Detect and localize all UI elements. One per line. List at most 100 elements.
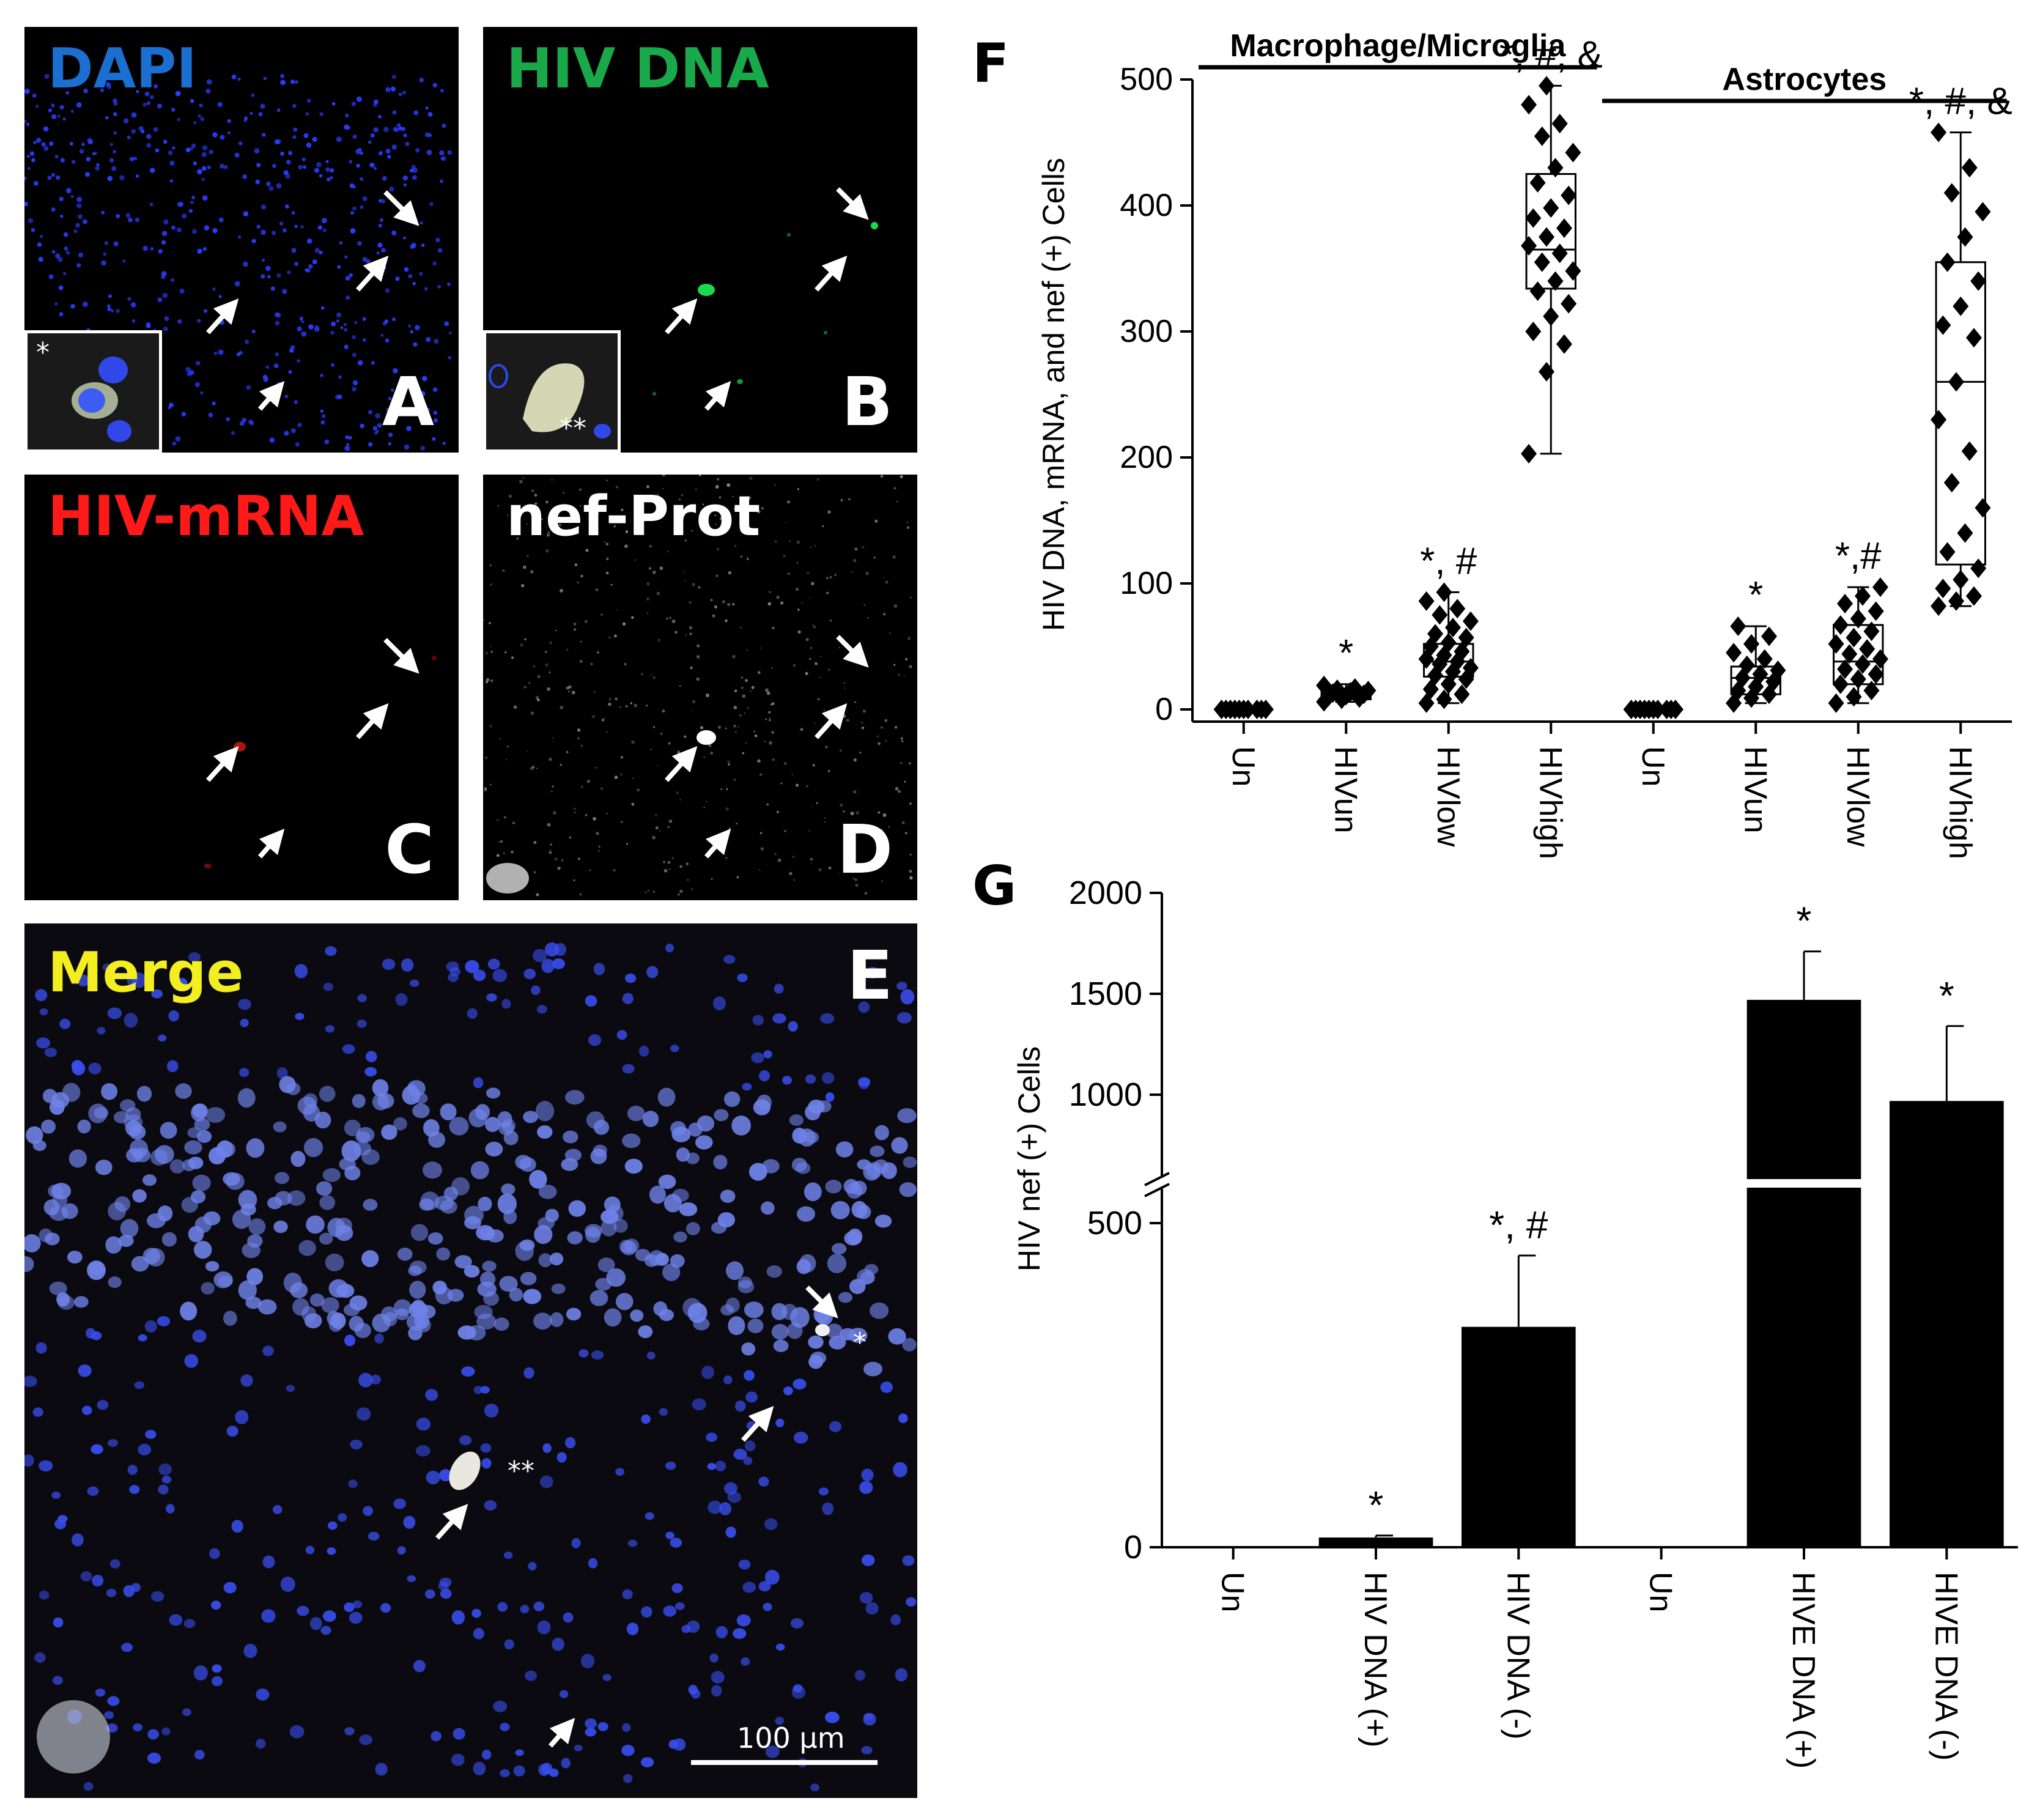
nucleus-dot	[133, 157, 138, 161]
nucleus-dot	[486, 993, 497, 1002]
nef-speck	[567, 690, 571, 693]
nef-speck	[668, 819, 673, 823]
nef-speck	[484, 787, 487, 790]
nucleus-dot	[70, 109, 74, 113]
bar	[1746, 999, 1861, 1547]
nucleus-dot	[504, 1639, 514, 1649]
nef-speck	[760, 847, 764, 851]
nucleus-dot	[412, 175, 417, 180]
nucleus-dot	[349, 1611, 363, 1624]
data-point	[1529, 172, 1546, 193]
nef-speck	[776, 595, 780, 599]
nucleus-dot	[123, 1585, 135, 1597]
nef-speck	[874, 519, 878, 523]
nucleus-dot	[77, 1119, 91, 1134]
nucleus-dot	[706, 1432, 717, 1442]
data-point	[1931, 410, 1947, 430]
nucleus-dot	[744, 1370, 755, 1381]
nucleus-dot	[305, 112, 309, 116]
nef-speck	[530, 711, 534, 716]
nucleus-dot	[552, 1637, 564, 1651]
nucleus-dot	[408, 1301, 428, 1319]
data-point	[1761, 626, 1777, 646]
nucleus-dot	[387, 155, 391, 159]
nef-speck	[647, 612, 649, 614]
nef-speck	[656, 509, 660, 513]
nucleus-dot	[129, 1139, 149, 1158]
nucleus-dot	[849, 1279, 866, 1294]
nucleus-dot	[425, 407, 431, 413]
nef-speck	[808, 829, 811, 832]
nucleus-dot	[385, 87, 391, 92]
y-tick-label: 1500	[1069, 975, 1142, 1012]
nucleus-dot	[388, 432, 393, 437]
nucleus-dot	[275, 1172, 289, 1185]
nucleus-dot	[79, 149, 84, 154]
nucleus-dot	[792, 1127, 807, 1144]
nef-speck	[884, 719, 888, 722]
nucleus-dot	[589, 1290, 608, 1306]
nucleus-dot	[226, 417, 231, 421]
nucleus-dot	[707, 1463, 717, 1470]
nucleus-dot	[351, 102, 356, 106]
nef-speck	[490, 564, 492, 566]
nucleus-dot	[177, 319, 182, 324]
nucleus-dot	[182, 213, 187, 219]
nef-speck	[881, 880, 883, 882]
nucleus-dot	[107, 307, 112, 311]
nef-speck	[528, 508, 532, 511]
nucleus-dot	[78, 1364, 92, 1377]
nucleus-dot	[756, 1094, 772, 1111]
nef-speck	[653, 890, 655, 893]
nef-speck	[904, 780, 906, 783]
nef-speck	[725, 807, 729, 811]
nucleus-dot	[808, 1335, 824, 1349]
nef-speck	[662, 475, 665, 477]
nef-speck	[523, 686, 527, 689]
nef-speck	[844, 687, 846, 689]
nucleus-dot	[480, 1443, 492, 1453]
nucleus-dot	[321, 414, 326, 418]
nucleus-dot	[851, 1200, 868, 1218]
nef-speck	[527, 750, 528, 752]
nef-speck	[766, 803, 769, 806]
nucleus-dot	[39, 1590, 50, 1600]
nucleus-dot	[202, 145, 208, 150]
data-point	[1316, 675, 1332, 695]
nucleus-dot	[874, 1215, 892, 1228]
nef-speck	[901, 821, 905, 824]
data-point	[1850, 609, 1866, 629]
nucleus-dot	[419, 78, 424, 83]
nucleus-dot	[67, 1251, 83, 1264]
nef-speck	[573, 623, 577, 626]
nef-speck	[676, 791, 679, 794]
nucleus-dot	[407, 1080, 426, 1097]
nucleus-dot	[793, 1378, 807, 1390]
nucleus-dot	[435, 237, 440, 243]
nef-speck	[601, 613, 603, 616]
nef-speck	[862, 709, 866, 713]
nef-speck	[736, 876, 739, 879]
nucleus-dot	[69, 142, 73, 146]
nucleus-dot	[537, 1125, 553, 1139]
nucleus-dot	[135, 174, 139, 178]
nucleus-dot	[362, 338, 367, 342]
nef-speck	[652, 570, 656, 574]
nucleus-dot	[129, 157, 135, 161]
nef-speck	[581, 786, 583, 788]
nef-speck	[901, 740, 904, 742]
nucleus-dot	[720, 1304, 734, 1316]
nucleus-dot	[244, 116, 248, 120]
nucleus-dot	[657, 1087, 676, 1107]
nucleus-dot	[44, 73, 50, 80]
nucleus-dot	[89, 1262, 105, 1275]
nucleus-dot	[83, 1782, 94, 1791]
nucleus-dot	[55, 175, 61, 180]
nucleus-dot	[212, 132, 218, 138]
nucleus-dot	[304, 1313, 322, 1329]
nucleus-dot	[349, 160, 353, 164]
nucleus-dot	[788, 1021, 798, 1032]
nef-speck	[580, 505, 582, 507]
nef-speck	[880, 475, 884, 478]
nef-speck	[526, 523, 528, 525]
